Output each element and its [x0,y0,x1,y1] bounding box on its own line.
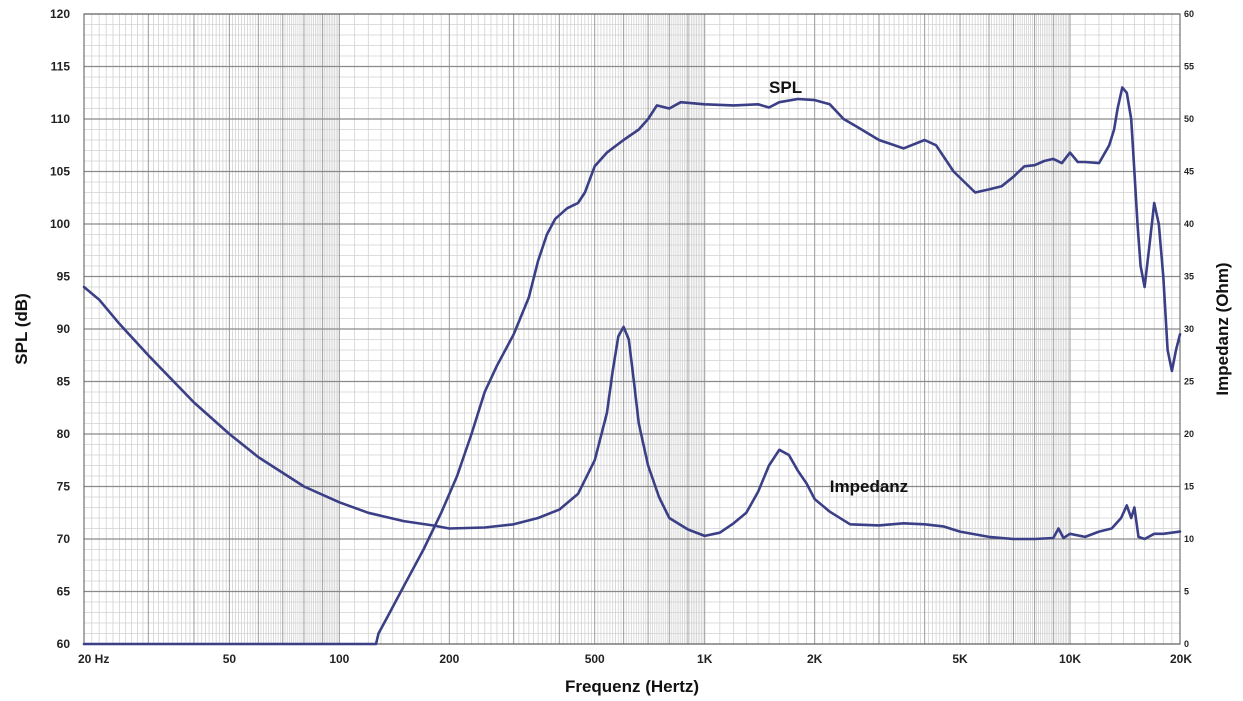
x-tick-label: 2K [807,652,823,666]
x-tick-label: 500 [585,652,605,666]
series-label-spl: SPL [769,78,802,97]
x-tick-label: 20K [1170,652,1192,666]
x-tick-label: 20 Hz [78,652,109,666]
x-tick-labels: 20 Hz 50 100 200 500 1K 2K 5K 10K 20K [78,652,1192,666]
y-tick-label: 90 [57,322,71,336]
y2-tick-label: 15 [1184,482,1194,492]
y2-tick-label: 55 [1184,62,1194,72]
y2-tick-label: 10 [1184,534,1194,544]
y2-tick-label: 40 [1184,219,1194,229]
y2-tick-label: 5 [1184,587,1189,597]
x-axis-label: Frequenz (Hertz) [565,677,699,696]
y2-tick-labels: 0 5 10 15 20 25 30 35 40 45 50 55 60 [1184,9,1194,649]
y-tick-label: 60 [57,637,71,651]
x-tick-label: 1K [697,652,713,666]
y2-tick-label: 30 [1184,324,1194,334]
x-tick-label: 100 [329,652,349,666]
y2-axis-label: Impedanz (Ohm) [1213,262,1232,395]
y-tick-label: 85 [57,375,71,389]
y2-tick-label: 45 [1184,167,1194,177]
y2-tick-label: 60 [1184,9,1194,19]
series-line-impedanz [82,285,1182,541]
x-tick-label: 5K [952,652,968,666]
y-tick-label: 120 [50,7,70,21]
y-tick-label: 70 [57,532,71,546]
y2-tick-label: 0 [1184,639,1189,649]
y2-tick-label: 35 [1184,272,1194,282]
x-tick-label: 200 [439,652,459,666]
y2-tick-label: 25 [1184,377,1194,387]
series-label-impedanz: Impedanz [830,477,908,496]
y-tick-label: 110 [51,112,71,126]
series-line-spl [82,86,1182,646]
y-tick-label: 75 [57,480,71,494]
x-tick-label: 10K [1059,652,1081,666]
y-tick-label: 115 [51,60,71,74]
y-axis-label: SPL (dB) [12,293,31,364]
x-tick-label: 50 [223,652,237,666]
y-tick-label: 65 [57,585,71,599]
y2-tick-label: 50 [1184,114,1194,124]
plot-frame [83,13,1181,645]
y-tick-labels: 60 65 70 75 80 85 90 95 100 105 110 115 120 [50,7,70,651]
grid-major [84,13,1180,645]
y-tick-label: 95 [57,270,71,284]
series-group: SPL Impedanz [82,78,1182,646]
y-tick-label: 100 [50,217,70,231]
y-tick-label: 105 [50,165,70,179]
y-tick-label: 80 [57,427,71,441]
y2-tick-label: 20 [1184,429,1194,439]
